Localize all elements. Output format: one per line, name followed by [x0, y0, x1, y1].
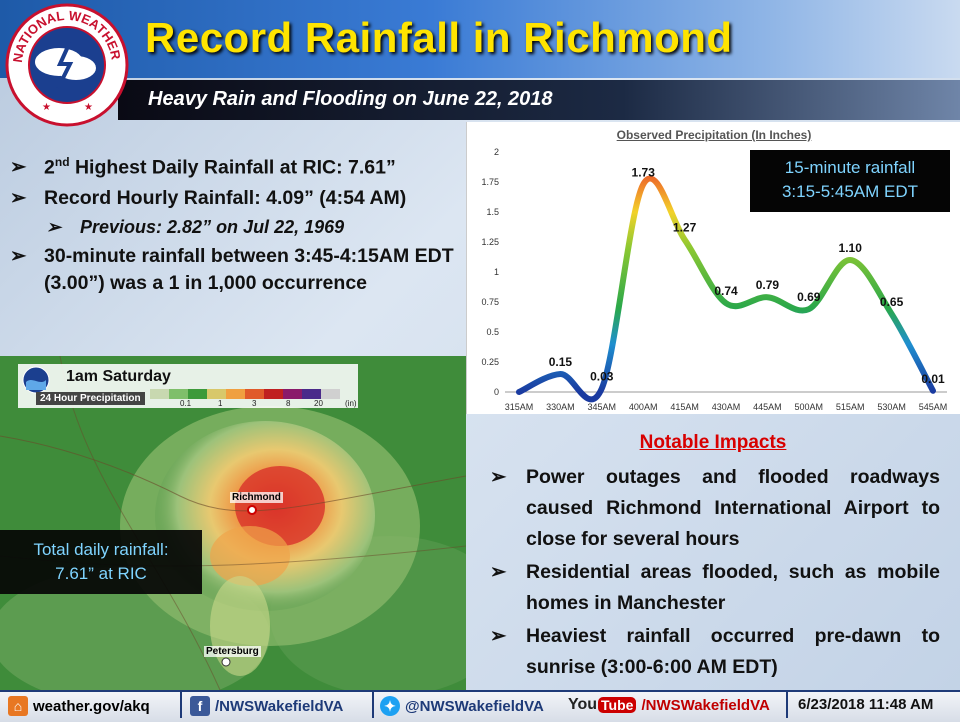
- page-title: Record Rainfall in Richmond: [145, 14, 733, 62]
- arrow-bullet-icon: ➢: [10, 243, 26, 269]
- chart-callout-line1: 15-minute rainfall: [750, 156, 950, 180]
- data-label: 0.01: [921, 372, 945, 386]
- data-label: 1.73: [632, 165, 656, 179]
- data-label: 0.03: [590, 369, 614, 383]
- x-tick-label: 515AM: [836, 402, 865, 412]
- scale-label: 0.1: [180, 399, 191, 408]
- scale-label: (in): [345, 399, 357, 408]
- map-callout-line1: Total daily rainfall:: [0, 538, 202, 562]
- y-tick-label: 0.5: [486, 327, 499, 337]
- y-tick-label: 0.25: [481, 357, 499, 367]
- footer-facebook-link[interactable]: f /NWSWakefieldVA: [190, 696, 343, 716]
- data-label: 0.15: [549, 355, 573, 369]
- arrow-bullet-icon: ➢: [490, 621, 506, 652]
- footer-divider: [180, 692, 182, 718]
- fact-previous-text: Previous: 2.82” on Jul 22, 1969: [80, 217, 344, 237]
- city-label-richmond: Richmond: [230, 492, 283, 503]
- footer-divider: [372, 692, 374, 718]
- y-tick-label: 0.75: [481, 297, 499, 307]
- map-callout: Total daily rainfall: 7.61” at RIC: [0, 530, 202, 594]
- page-subtitle: Heavy Rain and Flooding on June 22, 2018: [148, 88, 553, 111]
- precip-color-scale: [150, 389, 340, 399]
- fact-30min-text: 30-minute rainfall between 3:45-4:15AM E…: [44, 245, 454, 293]
- svg-text:★: ★: [42, 102, 51, 113]
- fact-daily-rainfall: ➢ 2nd Highest Daily Rainfall at RIC: 7.6…: [10, 154, 465, 181]
- arrow-bullet-icon: ➢: [10, 185, 26, 211]
- data-label: 0.74: [714, 284, 738, 298]
- x-tick-label: 415AM: [670, 402, 699, 412]
- facebook-icon: f: [190, 696, 210, 716]
- fact-daily-text: Highest Daily Rainfall at RIC: 7.61”: [70, 157, 396, 179]
- arrow-bullet-icon: ➢: [46, 215, 61, 239]
- impact-text: Power outages and flooded roadways cause…: [526, 466, 940, 550]
- x-tick-label: 315AM: [505, 402, 534, 412]
- data-label: 0.69: [797, 290, 821, 304]
- svg-text:★: ★: [84, 102, 93, 113]
- y-tick-label: 1: [494, 267, 499, 277]
- key-facts-list: ➢ 2nd Highest Daily Rainfall at RIC: 7.6…: [10, 154, 465, 300]
- chart-callout: 15-minute rainfall 3:15-5:45AM EDT: [750, 150, 950, 212]
- impacts-title: Notable Impacts: [466, 432, 960, 454]
- impact-item: ➢ Residential areas flooded, such as mob…: [490, 557, 940, 619]
- data-label: 1.10: [839, 241, 863, 255]
- map-time-label: 1am Saturday: [66, 368, 171, 386]
- impact-text: Heaviest rainfall occurred pre-dawn to s…: [526, 625, 940, 678]
- nws-logo-icon: NATIONAL WEATHER SERVICE ★ ★: [4, 2, 130, 128]
- arrow-bullet-icon: ➢: [10, 154, 26, 180]
- x-tick-label: 330AM: [546, 402, 575, 412]
- home-icon: ⌂: [8, 696, 28, 716]
- footer-timestamp: 6/23/2018 11:48 AM: [798, 696, 933, 713]
- twitter-icon: ✦: [380, 696, 400, 716]
- chart-title: Observed Precipitation (In Inches): [467, 128, 960, 142]
- youtube-icon: Tube: [598, 697, 636, 713]
- footer-website-text: weather.gov/akq: [33, 698, 150, 715]
- y-tick-label: 2: [494, 147, 499, 157]
- x-tick-label: 445AM: [753, 402, 782, 412]
- city-label-petersburg: Petersburg: [204, 646, 261, 657]
- footer-divider: [786, 692, 788, 718]
- x-tick-label: 430AM: [712, 402, 741, 412]
- x-tick-label: 500AM: [795, 402, 824, 412]
- data-label: 0.65: [880, 295, 904, 309]
- impact-text: Residential areas flooded, such as mobil…: [526, 561, 940, 614]
- arrow-bullet-icon: ➢: [490, 557, 506, 588]
- impact-item: ➢ Power outages and flooded roadways cau…: [490, 462, 940, 555]
- y-tick-label: 0: [494, 387, 499, 397]
- x-tick-label: 545AM: [919, 402, 948, 412]
- impacts-list: ➢ Power outages and flooded roadways cau…: [490, 462, 940, 685]
- scale-label: 3: [252, 399, 256, 408]
- fact-hourly-text: Record Hourly Rainfall: 4.09” (4:54 AM): [44, 187, 406, 209]
- x-tick-label: 400AM: [629, 402, 658, 412]
- fact-rank: 2: [44, 157, 55, 179]
- map-product-label: 24 Hour Precipitation: [36, 392, 145, 405]
- footer-facebook-text: /NWSWakefieldVA: [215, 698, 343, 715]
- footer-youtube-text: /NWSWakefieldVA: [641, 697, 769, 714]
- fact-30min: ➢ 30-minute rainfall between 3:45-4:15AM…: [10, 243, 465, 296]
- scale-label: 20: [314, 399, 323, 408]
- fact-previous-record: ➢ Previous: 2.82” on Jul 22, 1969: [10, 215, 465, 239]
- chart-callout-line2: 3:15-5:45AM EDT: [750, 180, 950, 204]
- data-label: 0.79: [756, 278, 780, 292]
- x-tick-label: 345AM: [588, 402, 617, 412]
- map-callout-line2: 7.61” at RIC: [0, 562, 202, 586]
- y-tick-label: 1.25: [481, 237, 499, 247]
- y-tick-label: 1.75: [481, 177, 499, 187]
- scale-label: 1: [218, 399, 222, 408]
- footer-website-link[interactable]: ⌂ weather.gov/akq: [8, 696, 150, 716]
- y-tick-label: 1.5: [486, 207, 499, 217]
- color-scale-labels: 0.1 1 3 8 20 (in): [150, 399, 360, 409]
- impact-item: ➢ Heaviest rainfall occurred pre-dawn to…: [490, 621, 940, 683]
- arrow-bullet-icon: ➢: [490, 462, 506, 493]
- footer-twitter-text: @NWSWakefieldVA: [405, 698, 544, 715]
- noaa-logo-icon: [22, 366, 50, 394]
- fact-rank-suffix: nd: [55, 155, 70, 169]
- x-tick-label: 530AM: [877, 402, 906, 412]
- fact-hourly-record: ➢ Record Hourly Rainfall: 4.09” (4:54 AM…: [10, 185, 465, 211]
- footer-twitter-link[interactable]: ✦ @NWSWakefieldVA: [380, 696, 544, 716]
- youtube-you-text: You: [568, 696, 597, 714]
- scale-label: 8: [286, 399, 290, 408]
- data-label: 1.27: [673, 221, 697, 235]
